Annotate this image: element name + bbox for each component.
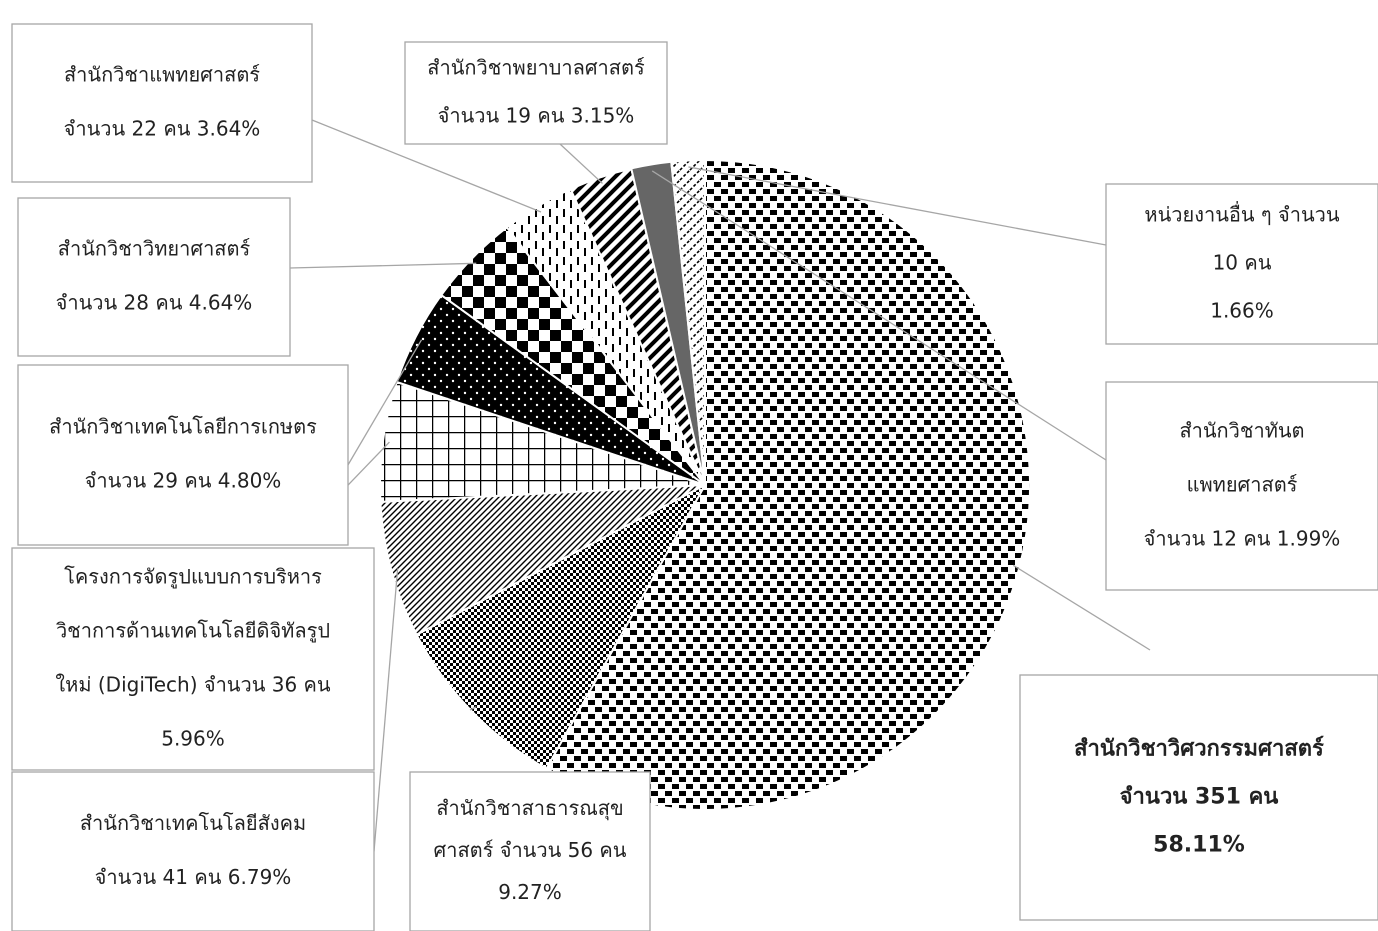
callout-box-engineering (1019, 674, 1378, 921)
data-label-other-line-1: หน่วยงานอื่น ๆ จำนวน (1144, 201, 1339, 227)
leader-line-science (289, 262, 477, 269)
data-label-engineering-line-1: สำนักวิชาวิศวกรรมศาสตร์ (1074, 736, 1324, 762)
callout-box-science (17, 197, 291, 357)
leader-line-public-health (469, 706, 477, 711)
data-label-digitech-line-2: วิชาการด้านเทคโนโลยีดิจิทัลรูป (56, 619, 330, 644)
callout-box-nursing (404, 41, 668, 145)
pie-slice-engineering (545, 158, 1031, 811)
data-label-digitech-line-3: ใหม่ (DigiTech) จำนวน 36 คน (55, 673, 331, 697)
leader-line-engineering (1012, 564, 1151, 651)
data-label-other-line-3: 1.66% (1210, 299, 1274, 323)
callout-box-dentistry (1105, 381, 1378, 591)
leader-line-medicine (311, 119, 542, 213)
data-label-nursing-line-1: สำนักวิชาพยาบาลศาสตร์ (427, 56, 645, 80)
data-label-science-line-2: จำนวน 28 คน 4.64% (56, 291, 253, 315)
data-label-digitech-line-1: โครงการจัดรูปแบบการบริหาร (64, 565, 322, 590)
data-label-science-line-1: สำนักวิชาวิทยาศาสตร์ (58, 237, 251, 261)
data-label-social-tech-line-2: จำนวน 41 คน 6.79% (95, 865, 292, 889)
callout-box-social-tech (11, 771, 375, 931)
pie-slice-social-tech (379, 484, 706, 637)
data-label-dentistry-line-2: แพทยศาสตร์ (1187, 473, 1298, 497)
data-label-public-health-line-2: ศาสตร์ จำนวน 56 คน (434, 838, 627, 862)
callout-box-other (1105, 183, 1378, 345)
leader-line-nursing (559, 143, 603, 184)
leader-line-social-tech (373, 568, 399, 852)
pie-slice-other (670, 158, 706, 486)
callout-box-digitech (11, 547, 375, 771)
data-label-dentistry-line-1: สำนักวิชาทันต (1179, 419, 1304, 443)
data-label-engineering-line-3: 58.11% (1153, 833, 1245, 858)
data-label-engineering-line-2: จำนวน 351 คน (1120, 785, 1279, 810)
data-label-agri-tech-line-1: สำนักวิชาเทคโนโลยีการเกษตร (49, 415, 317, 439)
data-label-digitech-line-4: 5.96% (161, 727, 225, 751)
data-label-medicine-line-1: สำนักวิชาแพทยศาสตร์ (64, 63, 260, 87)
data-label-nursing-line-2: จำนวน 19 คน 3.15% (438, 104, 635, 128)
data-label-dentistry-line-3: จำนวน 12 คน 1.99% (1144, 527, 1341, 551)
callout-box-medicine (11, 23, 313, 183)
callout-box-public-health (409, 771, 651, 931)
leader-line-agri-tech (344, 339, 423, 471)
data-label-agri-tech-line-2: จำนวน 29 คน 4.80% (85, 469, 282, 493)
data-label-public-health-line-1: สำนักวิชาสาธารณสุข (436, 796, 623, 821)
data-label-other-line-2: 10 คน (1213, 251, 1272, 275)
leader-line-other (688, 166, 1107, 246)
data-label-medicine-line-2: จำนวน 22 คน 3.64% (64, 117, 261, 141)
leader-line-dentistry (651, 170, 1107, 461)
data-label-social-tech-line-1: สำนักวิชาเทคโนโลยีสังคม (80, 811, 306, 835)
callout-box-agri-tech (17, 364, 349, 546)
pie-slice-public-health (415, 482, 708, 771)
data-label-public-health-line-3: 9.27% (498, 880, 562, 904)
